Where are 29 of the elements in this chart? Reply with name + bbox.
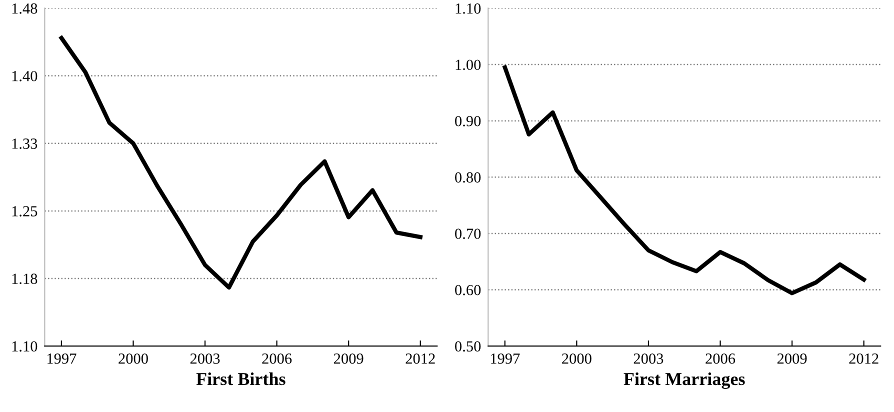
y-tick-label: 1.33 [12,138,38,149]
y-tick-label: 1.10 [456,3,481,14]
x-tick-label: 2003 [634,353,664,364]
x-axis-title: First Births [196,372,286,386]
y-tick-label: 0.70 [455,228,481,239]
y-tick-label: 1.40 [12,70,38,82]
y-tick-label: 1.18 [12,274,38,284]
y-tick-label: 1.48 [12,3,38,14]
x-tick-label: 2006 [706,353,736,364]
x-tick-label: 2009 [334,353,364,364]
x-tick-label: 2000 [118,353,148,364]
x-tick-label: 2006 [262,353,292,364]
line-series [502,65,866,296]
y-tick-label: 0.80 [455,172,481,183]
x-tick-label: 1997 [490,354,520,364]
y-tick-label: 0.60 [455,284,481,296]
x-tick-label: 1997 [48,354,76,364]
line-series [59,36,422,290]
x-tick-label: 2003 [190,353,220,364]
x-axis-title: First Marriages [624,372,745,389]
x-tick-label: 2009 [777,353,807,364]
y-tick-label: 0.50 [455,341,481,352]
y-tick-label: 1.10 [12,341,38,352]
y-tick-label: 0.90 [455,116,481,126]
x-tick-label: 2012 [849,353,878,364]
x-tick-label: 2000 [562,353,592,364]
y-tick-label: 1.00 [456,60,481,70]
x-tick-label: 2012 [406,353,435,364]
y-tick-label: 1.25 [12,206,38,216]
